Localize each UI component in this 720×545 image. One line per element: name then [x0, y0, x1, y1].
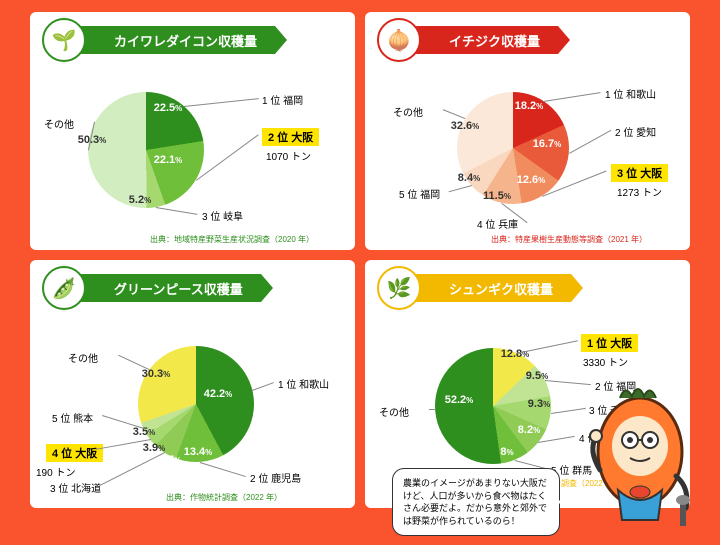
leader-line — [184, 98, 258, 107]
highlight-badge: 4 位 大阪 — [46, 444, 103, 462]
leader-line — [156, 207, 198, 215]
slice-pct: 13.4% — [184, 446, 213, 458]
leader-line — [449, 185, 472, 192]
slice-pct: 22.5% — [154, 102, 183, 114]
slice-label: 1 位 大阪 — [581, 334, 638, 352]
panel-greenpeas: グリーンピース収穫量🫛42.2%13.4%6.7%3.9%3.5%30.3%1 … — [30, 260, 355, 508]
slice-label: 5 位 福岡 — [399, 186, 440, 201]
slice-pct: 11.5% — [483, 190, 511, 202]
slice-label: 1 位 福岡 — [262, 92, 303, 107]
slice-label: 4 位 大阪 — [46, 444, 103, 462]
slice-extra: 3330 トン — [583, 354, 628, 369]
slice-label: その他 — [68, 350, 98, 365]
slice-label: 3 位 北海道 — [50, 480, 101, 495]
slice-label: 5 位 熊本 — [52, 410, 93, 425]
panel-title-ribbon: イチジク収穫量 — [399, 26, 558, 54]
leader-line — [543, 92, 601, 102]
slice-label: 2 位 鹿児島 — [250, 470, 301, 485]
slice-label: 2 位 愛知 — [615, 124, 656, 139]
panel-icon: 🧅 — [377, 18, 421, 62]
mascot-character — [570, 380, 710, 540]
slice-pct: 16.7% — [533, 138, 562, 150]
ribbon-tail — [275, 26, 287, 54]
panel-icon: 🌱 — [42, 18, 86, 62]
slice-pct: 12.6% — [517, 174, 546, 186]
leader-line — [200, 462, 246, 477]
slice-label: 1 位 和歌山 — [605, 86, 656, 101]
source-text: 出典：地域特産野菜生産状況調査（2020 年） — [150, 234, 314, 245]
slice-label: 4 位 兵庫 — [477, 216, 518, 231]
panel-ichijiku: イチジク収穫量🧅 18.2% 16.7% 12.6% 11.5%8.4% 32.6% 1 位… — [365, 12, 690, 250]
source-text: 出典：作物統計調査（2022 年） — [166, 492, 282, 503]
highlight-badge: 1 位 大阪 — [581, 334, 638, 352]
slice-pct: 9.3% — [528, 398, 550, 410]
leader-line — [118, 355, 149, 370]
slice-pct: 18.2% — [515, 100, 544, 112]
leader-line — [196, 134, 259, 180]
ribbon-tail — [571, 274, 583, 302]
highlight-badge: 3 位 大阪 — [611, 164, 668, 182]
leader-line — [443, 109, 466, 119]
slice-label: 3 位 大阪 — [611, 164, 668, 182]
leader-line — [102, 415, 144, 429]
slice-label: 2 位 大阪 — [262, 128, 319, 146]
pie-chart — [88, 92, 204, 208]
slice-label: 1 位 和歌山 — [278, 376, 329, 391]
leader-line — [252, 382, 274, 391]
slice-label: その他 — [44, 116, 74, 131]
ribbon-tail — [261, 274, 273, 302]
slice-pct: 12.8% — [501, 348, 530, 360]
leader-line — [429, 409, 435, 410]
panel-title-ribbon: グリーンピース収穫量 — [64, 274, 261, 302]
slice-pct: 32.6% — [451, 120, 480, 132]
slice-extra: 1070 トン — [266, 148, 311, 163]
slice-label: その他 — [379, 404, 409, 419]
slice-pct: 22.1% — [154, 154, 183, 166]
panel-title-ribbon: シュンギク収穫量 — [399, 274, 571, 302]
slice-pct: 8.4% — [458, 172, 480, 184]
ribbon-tail — [558, 26, 570, 54]
speech-bubble: 農業のイメージがあまりない大阪だけど、人口が多いから食べ物はたくさん必要だよ。だ… — [392, 468, 560, 536]
slice-pct: 52.2% — [445, 394, 474, 406]
highlight-badge: 2 位 大阪 — [262, 128, 319, 146]
slice-pct: 30.3% — [142, 368, 171, 380]
panel-icon: 🌿 — [377, 266, 421, 310]
slice-pct: 5.2% — [129, 194, 151, 206]
leader-line — [100, 452, 166, 486]
panel-title-ribbon: カイワレダイコン収穫量 — [64, 26, 275, 54]
slice-extra: 190 トン — [36, 464, 75, 479]
source-text: 出典：特産果樹生産動態等調査（2021 年） — [491, 234, 647, 245]
leader-line — [516, 340, 577, 354]
slice-pct: 8.2% — [518, 424, 540, 436]
slice-pct: 8% — [500, 446, 513, 458]
panel-kaiware: カイワレダイコン収穫量🌱22.5%22.1%5.2%50.3%1 位 福岡2 位… — [30, 12, 355, 250]
slice-label: その他 — [393, 104, 423, 119]
panel-icon: 🫛 — [42, 266, 86, 310]
slice-label: 3 位 岐阜 — [202, 208, 243, 223]
leader-line — [569, 130, 612, 154]
slice-extra: 1273 トン — [617, 184, 662, 199]
slice-pct: 42.2% — [204, 388, 233, 400]
slice-pct: 6.7% — [159, 454, 181, 466]
